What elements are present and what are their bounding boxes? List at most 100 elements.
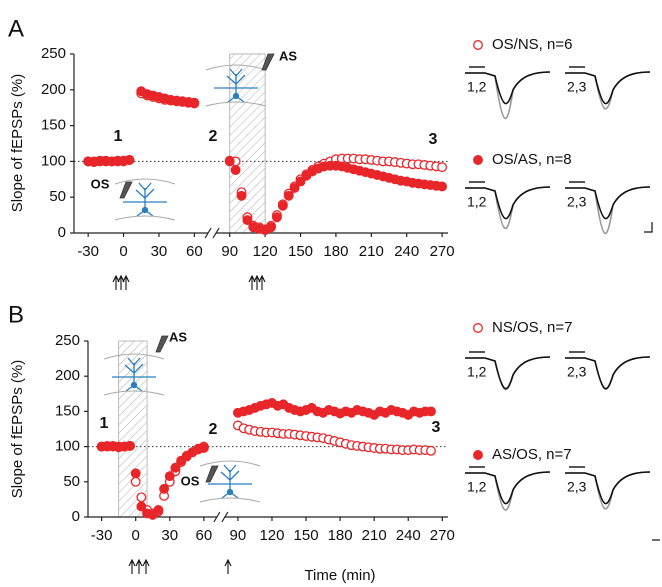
axis-break — [213, 511, 221, 523]
axis-break — [204, 227, 212, 239]
data-point — [125, 440, 135, 451]
stimulus-arrow — [142, 558, 150, 574]
stimulus-arrow — [117, 274, 125, 290]
data-point — [295, 176, 306, 187]
trace — [465, 186, 551, 220]
legend-label: NS/OS, n=7 — [492, 319, 572, 336]
stimulus-arrow — [224, 558, 232, 574]
x-tick-label: 120 — [259, 527, 284, 544]
data-point — [124, 155, 135, 165]
trace-label: 2,3 — [567, 79, 587, 95]
stimulus-arrow — [253, 274, 261, 290]
trace-label: 1,2 — [467, 194, 487, 210]
data-point — [130, 468, 141, 479]
y-tick-label: 100 — [41, 152, 66, 169]
annotation: AS — [279, 48, 297, 63]
x-tick-label: 180 — [323, 243, 348, 260]
x-tick-label: 60 — [186, 243, 203, 260]
data-point — [266, 222, 276, 233]
annotation: OS — [91, 176, 110, 191]
tissue-line — [199, 460, 261, 503]
y-tick-label: 50 — [63, 473, 80, 490]
stimulus-period — [118, 340, 148, 518]
electrode-icon — [205, 465, 219, 483]
annotation: 3 — [432, 419, 441, 436]
data-point — [242, 215, 253, 226]
y-tick-label: 250 — [55, 332, 80, 349]
x-tick-label: 60 — [195, 527, 212, 544]
legend-marker — [473, 450, 483, 460]
y-axis-label: Slope of fEPSPs (%) — [9, 360, 26, 498]
panel-label: A — [8, 15, 24, 42]
data-point — [277, 200, 288, 211]
x-tick-label: 150 — [288, 243, 313, 260]
trace-label: 2,3 — [567, 364, 587, 380]
data-point — [136, 492, 147, 503]
stimulus-arrow — [122, 274, 130, 290]
data-point — [289, 182, 300, 193]
y-tick-label: 150 — [41, 117, 66, 134]
trace-label: 2,3 — [567, 479, 587, 495]
electrode-icon — [155, 335, 169, 353]
data-point — [230, 165, 241, 175]
y-tick-label: 200 — [55, 367, 80, 384]
x-tick-label: 240 — [394, 243, 419, 260]
x-tick-label: 120 — [253, 243, 278, 260]
stimulus-arrow — [112, 274, 120, 290]
neuron-soma — [232, 92, 240, 100]
neuron-icon — [112, 357, 156, 392]
trace — [465, 356, 551, 390]
legend-label: AS/OS, n=7 — [492, 446, 572, 463]
annotation: AS — [169, 329, 187, 344]
y-axis-label: Slope of fEPSPs (%) — [9, 74, 26, 212]
x-tick-label: 90 — [230, 527, 247, 544]
x-tick-label: 270 — [430, 243, 455, 260]
trace — [565, 71, 651, 105]
x-tick-label: -30 — [77, 243, 99, 260]
x-tick-label: 270 — [430, 527, 455, 544]
tissue-line — [103, 353, 165, 396]
trace — [565, 471, 651, 505]
tissue-line — [205, 64, 267, 107]
x-tick-label: 150 — [294, 527, 319, 544]
neuron-shape — [123, 182, 167, 217]
legend-marker — [473, 40, 483, 50]
neuron-icon — [214, 68, 258, 103]
data-point — [189, 97, 200, 108]
data-point — [164, 471, 175, 482]
stimulus-arrow — [128, 558, 136, 574]
stimulus-arrow — [248, 274, 256, 290]
x-tick-label: 30 — [161, 527, 178, 544]
y-tick-label: 200 — [41, 81, 66, 98]
trace-label: 2,3 — [567, 194, 587, 210]
scale-bar — [644, 222, 653, 233]
stimulus-arrow — [258, 274, 266, 290]
trace-label: 1,2 — [467, 479, 487, 495]
y-tick-label: 100 — [55, 438, 80, 455]
panel-label: B — [8, 301, 24, 328]
annotation: 2 — [209, 128, 218, 145]
trace — [565, 356, 651, 390]
neuron-shape — [208, 464, 252, 499]
x-tick-label: -30 — [91, 527, 113, 544]
annotation: 2 — [209, 421, 218, 438]
neuron-icon — [208, 464, 252, 499]
data-point — [198, 443, 209, 453]
annotation: 1 — [100, 415, 109, 432]
data-point — [130, 476, 141, 487]
legend-marker — [473, 323, 483, 333]
data-point — [136, 501, 147, 512]
y-tick-label: 150 — [55, 402, 80, 419]
data-point — [170, 462, 181, 473]
x-tick-label: 180 — [328, 527, 353, 544]
neuron-soma — [141, 206, 149, 214]
trace-label: 1,2 — [467, 364, 487, 380]
annotation: 3 — [429, 131, 438, 148]
y-tick-label: 0 — [58, 224, 66, 241]
x-tick-label: 90 — [221, 243, 238, 260]
data-point — [159, 483, 170, 494]
electrode-icon — [261, 53, 275, 71]
data-point — [437, 162, 448, 173]
x-tick-label: 210 — [359, 243, 384, 260]
